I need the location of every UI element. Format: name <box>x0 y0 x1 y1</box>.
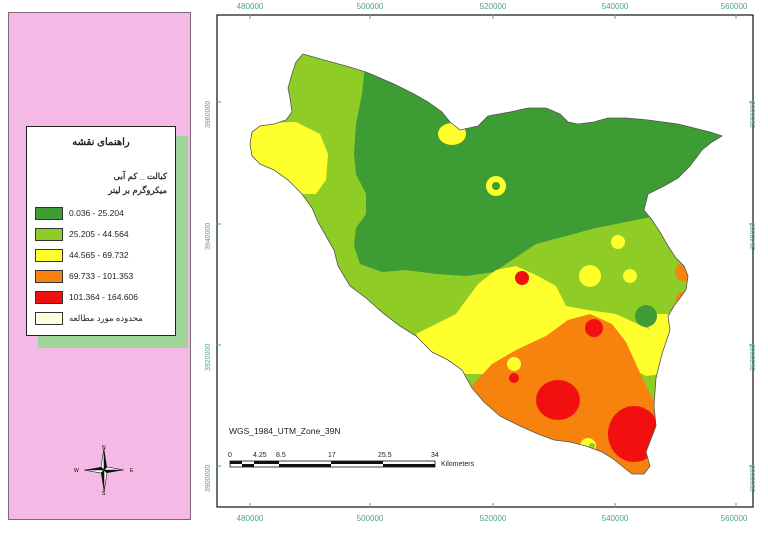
x-tick-label: 540000 <box>601 514 629 523</box>
legend-swatch <box>35 270 63 283</box>
x-tick-label: 560000 <box>720 514 748 523</box>
y-tick-label: 3920000 <box>750 343 757 371</box>
x-tick-label: 560000 <box>720 2 748 11</box>
legend-swatch <box>35 249 63 262</box>
south-label: S <box>102 491 106 496</box>
east-label: E <box>130 468 134 474</box>
north-label: N <box>102 445 106 451</box>
scale-bar <box>229 460 436 468</box>
scale-label: 8.5 <box>276 452 286 459</box>
legend-item: 0.036 - 25.204 <box>35 207 171 221</box>
legend-item: 44.565 - 69.732 <box>35 249 171 263</box>
map-legend: راهنمای نقشه کبالت _ کم آبی میکروگرم بر … <box>26 126 176 336</box>
x-tick-label: 540000 <box>601 2 629 11</box>
scale-label: 25.5 <box>378 452 392 459</box>
x-tick-label: 500000 <box>356 2 384 11</box>
legend-item: محدوده مورد مطالعه <box>35 312 171 326</box>
y-tick-label: 3960000 <box>205 100 212 128</box>
projection-label: WGS_1984_UTM_Zone_39N <box>229 426 341 436</box>
scale-label: 4.25 <box>253 452 267 459</box>
x-tick-label: 480000 <box>236 2 264 11</box>
y-tick-label: 3900000 <box>205 464 212 492</box>
legend-item-label: 101.364 - 164.606 <box>69 292 139 302</box>
x-tick-label: 480000 <box>236 514 264 523</box>
y-tick-label: 3920000 <box>205 343 212 371</box>
legend-subtitle-element: کبالت _ کم آبی <box>113 171 167 181</box>
legend-swatch <box>35 207 63 220</box>
scale-label: 34 <box>431 452 439 459</box>
legend-item: 69.733 - 101.353 <box>35 270 171 284</box>
scale-unit-label: Kilometers <box>441 461 475 468</box>
legend-item-label: محدوده مورد مطالعه <box>69 313 143 323</box>
study-area-boundary <box>249 53 723 475</box>
legend-subtitle-unit: میکروگرم بر لیتر <box>108 185 167 195</box>
legend-item-label: 44.565 - 69.732 <box>69 250 129 260</box>
legend-item: 25.205 - 44.564 <box>35 228 171 242</box>
y-tick-label: 3960000 <box>750 100 757 128</box>
legend-item-label: 69.733 - 101.353 <box>69 271 134 281</box>
legend-swatch <box>35 312 63 325</box>
y-tick-label: 3940000 <box>205 222 212 250</box>
y-tick-label: 3900000 <box>750 464 757 492</box>
legend-swatch <box>35 291 63 304</box>
west-label: W <box>74 468 79 474</box>
legend-item: 101.364 - 164.606 <box>35 291 171 305</box>
scale-label: 0 <box>228 452 232 459</box>
legend-swatch <box>35 228 63 241</box>
map-canvas <box>216 14 754 508</box>
scale-label: 17 <box>328 452 336 459</box>
north-arrow-icon: N S W E <box>74 445 134 496</box>
x-tick-label: 520000 <box>479 2 507 11</box>
x-tick-label: 520000 <box>479 514 507 523</box>
y-tick-label: 3940000 <box>750 222 757 250</box>
legend-item-label: 0.036 - 25.204 <box>69 208 124 218</box>
legend-item-label: 25.205 - 44.564 <box>69 229 129 239</box>
legend-title: راهنمای نقشه <box>72 137 130 148</box>
x-tick-label: 500000 <box>356 514 384 523</box>
